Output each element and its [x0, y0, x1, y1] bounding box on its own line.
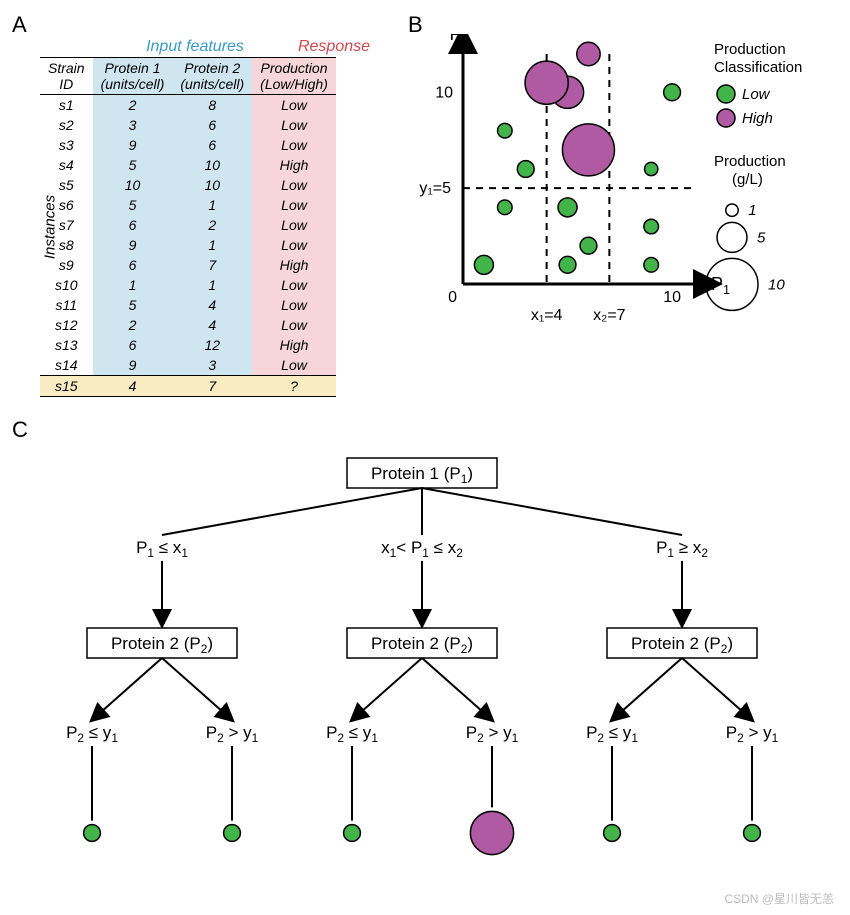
svg-text:10: 10: [768, 276, 785, 293]
svg-text:Low: Low: [742, 86, 771, 103]
instances-side-label: Instances: [42, 195, 59, 259]
col-header: Protein 2(units/cell): [172, 58, 252, 95]
tree-leaf: [224, 825, 241, 842]
tree-leaf: [344, 825, 361, 842]
table-row: s128Low: [40, 95, 336, 116]
svg-text:P2 > y1: P2 > y1: [466, 723, 519, 745]
table-row: s651Low: [40, 195, 336, 215]
svg-text:High: High: [742, 110, 773, 127]
svg-text:Protein 2 (P2): Protein 2 (P2): [371, 634, 473, 656]
svg-text:P1: P1: [711, 274, 730, 297]
data-point: [580, 237, 597, 254]
table-overhead: Input features Response: [40, 38, 398, 56]
data-point: [664, 84, 681, 101]
col-header: Protein 1(units/cell): [93, 58, 173, 95]
table-row: s51010Low: [40, 175, 336, 195]
svg-text:P2 > y1: P2 > y1: [726, 723, 779, 745]
svg-text:5: 5: [757, 229, 766, 246]
svg-text:0: 0: [448, 289, 457, 306]
table-row: s1154Low: [40, 295, 336, 315]
tree-svg: Protein 1 (P1) P1 ≤ x1 Protein 2 (P2) x1< P…: [12, 443, 832, 893]
query-row: s1547?: [40, 376, 336, 397]
tree-leaf: [604, 825, 621, 842]
svg-text:P2 > y1: P2 > y1: [206, 723, 259, 745]
data-point: [558, 198, 577, 217]
svg-text:Classification: Classification: [714, 59, 802, 76]
svg-text:Production: Production: [714, 41, 786, 58]
data-point: [498, 123, 513, 138]
table-row: s1493Low: [40, 355, 336, 376]
data-point: [517, 161, 534, 178]
svg-text:10: 10: [663, 289, 681, 306]
data-point: [577, 42, 600, 65]
table-row: s13612High: [40, 335, 336, 355]
panel-b-scatter: B 01010P1P2x₁=4x₂=7y₁=5ProductionClassif…: [408, 12, 838, 397]
svg-text:P1 ≥ x2: P1 ≥ x2: [656, 538, 708, 560]
panel-a-label: A: [12, 12, 27, 38]
data-point: [562, 124, 614, 176]
tree-leaf: [744, 825, 761, 842]
tree-leaf: [470, 811, 513, 854]
data-point: [525, 61, 568, 104]
table-row: s762Low: [40, 215, 336, 235]
svg-text:P2 ≤ y1: P2 ≤ y1: [66, 723, 118, 745]
scatter-svg: 01010P1P2x₁=4x₂=7y₁=5ProductionClassific…: [408, 34, 828, 394]
svg-text:x₁=4: x₁=4: [531, 307, 563, 324]
svg-text:x₂=7: x₂=7: [593, 307, 626, 324]
svg-text:1: 1: [748, 202, 756, 219]
col-header: StrainID: [40, 58, 93, 95]
svg-text:(g/L): (g/L): [732, 171, 763, 188]
data-point: [645, 162, 658, 175]
table-row: s396Low: [40, 135, 336, 155]
svg-text:Production: Production: [714, 153, 786, 170]
data-point: [498, 200, 513, 215]
data-point: [644, 219, 659, 234]
tree-leaf: [84, 825, 101, 842]
table-row: s236Low: [40, 115, 336, 135]
data-table: StrainIDProtein 1(units/cell)Protein 2(u…: [40, 57, 336, 397]
svg-text:P2 ≤ y1: P2 ≤ y1: [586, 723, 638, 745]
table-row: s4510High: [40, 155, 336, 175]
data-point: [644, 258, 659, 273]
overhead-input: Input features: [106, 38, 284, 56]
svg-text:y₁=5: y₁=5: [419, 180, 451, 197]
panel-c-tree: C Protein 1 (P1) P1 ≤ x1 Protein 2 (P2) x1<…: [12, 417, 838, 903]
table-row: s1011Low: [40, 275, 336, 295]
data-point: [474, 255, 493, 274]
table-row: s967High: [40, 255, 336, 275]
col-header: Production(Low/High): [252, 58, 336, 95]
table-row: s891Low: [40, 235, 336, 255]
panel-c-label: C: [12, 417, 838, 443]
table-row: s1224Low: [40, 315, 336, 335]
svg-text:Protein 1 (P1): Protein 1 (P1): [371, 464, 473, 486]
panel-a-table: A Input features Response Instances Stra…: [12, 12, 398, 397]
svg-text:Protein 2 (P2): Protein 2 (P2): [631, 634, 733, 656]
svg-text:Protein 2 (P2): Protein 2 (P2): [111, 634, 213, 656]
svg-text:P2: P2: [449, 34, 468, 47]
data-point: [559, 256, 576, 273]
overhead-response: Response: [284, 38, 384, 56]
svg-text:x1< P1 ≤ x2: x1< P1 ≤ x2: [381, 538, 463, 560]
svg-text:P1 ≤ x1: P1 ≤ x1: [136, 538, 188, 560]
svg-text:P2 ≤ y1: P2 ≤ y1: [326, 723, 378, 745]
svg-text:10: 10: [435, 84, 453, 101]
